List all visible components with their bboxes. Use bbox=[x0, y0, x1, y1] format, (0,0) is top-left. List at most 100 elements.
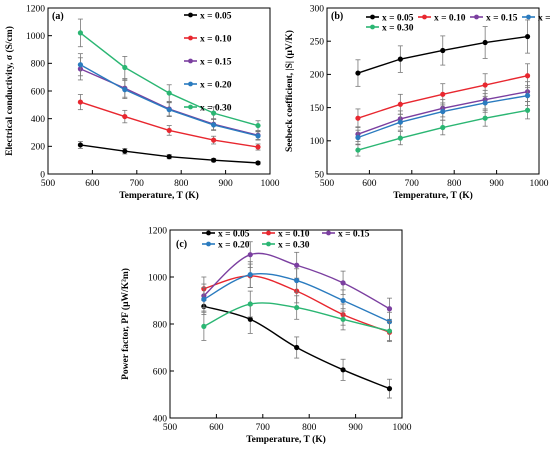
series-x015 bbox=[201, 241, 393, 320]
x-tick-label: 600 bbox=[209, 423, 224, 433]
legend-swatch-marker bbox=[266, 230, 271, 236]
data-point bbox=[166, 127, 172, 134]
legend-item: x = 0.15 bbox=[470, 13, 518, 23]
data-point bbox=[524, 107, 531, 113]
y-tick-label: 400 bbox=[153, 414, 168, 424]
panel-label: (c) bbox=[176, 239, 187, 250]
y-tick-label: 300 bbox=[310, 4, 325, 14]
y-axis-title: Electrical conductivity, σ (S/cm) bbox=[4, 26, 15, 156]
data-point bbox=[294, 262, 300, 268]
legend-item: x = 0.15 bbox=[184, 57, 232, 67]
y-tick-label: 800 bbox=[31, 60, 46, 70]
data-point bbox=[77, 142, 84, 148]
legend-swatch-marker bbox=[474, 14, 479, 20]
data-point bbox=[294, 344, 300, 351]
y-tick-label: 1200 bbox=[148, 226, 167, 236]
legend-label: x = 0.15 bbox=[338, 229, 370, 239]
data-point bbox=[397, 135, 403, 141]
data-point bbox=[122, 87, 128, 93]
data-point bbox=[201, 296, 207, 302]
legend-item: x = 0.10 bbox=[262, 229, 310, 239]
y-tick-label: 100 bbox=[310, 137, 325, 147]
legend-swatch-marker bbox=[422, 14, 427, 20]
y-axis-title: Seebeck coefficient, |S| (μV/K) bbox=[284, 30, 295, 152]
data-point bbox=[386, 328, 393, 334]
data-point bbox=[77, 62, 84, 68]
legend-item: x = 0.05 bbox=[366, 13, 414, 23]
data-point bbox=[397, 56, 403, 62]
chart-panel-b: 500 600 700 800 900 1000 50 100 150 200 250 300 Temp… bbox=[284, 4, 550, 201]
data-point bbox=[211, 137, 217, 143]
y-tick-label: 200 bbox=[31, 143, 46, 153]
legend-swatch-marker bbox=[188, 104, 193, 110]
legend-label: x = 0.30 bbox=[200, 103, 232, 113]
legend-label: x = 0.20 bbox=[538, 13, 550, 23]
chart-panel-c: 500 600 700 800 900 1000 400 600 800 1000 1200 Temp… bbox=[120, 226, 412, 445]
data-point bbox=[255, 133, 261, 139]
data-point bbox=[166, 154, 172, 160]
data-point bbox=[397, 119, 403, 125]
data-point bbox=[482, 100, 488, 106]
series-x020 bbox=[201, 261, 393, 332]
legend-label: x = 0.15 bbox=[486, 13, 518, 23]
legend-swatch-marker bbox=[188, 81, 193, 87]
legend: x = 0.05 x = 0.10 x = 0.15 x = 0.20 x = 0.30 bbox=[366, 13, 550, 33]
legend-swatch-marker bbox=[266, 241, 271, 247]
data-point bbox=[340, 280, 346, 286]
data-point bbox=[440, 124, 446, 131]
legend-label: x = 0.10 bbox=[278, 229, 310, 239]
x-tick-label: 600 bbox=[362, 179, 377, 189]
x-tick-label: 900 bbox=[348, 423, 363, 433]
data-point bbox=[211, 122, 217, 128]
data-point bbox=[524, 33, 531, 40]
y-tick-label: 1000 bbox=[148, 273, 167, 283]
legend-swatch-marker bbox=[206, 241, 211, 247]
data-point bbox=[294, 277, 300, 284]
data-point bbox=[166, 90, 172, 96]
x-tick-label: 900 bbox=[489, 179, 504, 189]
legend-item: x = 0.10 bbox=[184, 34, 232, 44]
data-point bbox=[166, 107, 172, 113]
data-point bbox=[482, 82, 488, 88]
y-tick-label: 400 bbox=[31, 115, 46, 125]
legend-item: x = 0.05 bbox=[184, 11, 232, 21]
x-tick-label: 600 bbox=[85, 179, 100, 189]
data-point bbox=[122, 64, 128, 71]
x-tick-label: 500 bbox=[320, 179, 335, 189]
plot-frame bbox=[326, 7, 540, 175]
y-tick-label: 200 bbox=[310, 71, 325, 81]
data-point bbox=[355, 115, 361, 121]
legend-label: x = 0.20 bbox=[218, 240, 250, 250]
legend-item: x = 0.10 bbox=[418, 13, 466, 23]
data-point bbox=[247, 301, 253, 307]
x-tick-label: 800 bbox=[447, 179, 462, 189]
y-tick-label: 150 bbox=[310, 104, 325, 114]
data-point bbox=[482, 115, 488, 121]
legend-label: x = 0.10 bbox=[200, 34, 232, 44]
data-point bbox=[201, 323, 207, 329]
x-tick-label: 900 bbox=[218, 179, 233, 189]
legend-swatch-marker bbox=[370, 14, 375, 20]
series-x030 bbox=[201, 290, 393, 341]
data-point bbox=[355, 147, 361, 153]
data-point bbox=[77, 99, 84, 105]
data-point bbox=[355, 134, 361, 141]
x-tick-label: 700 bbox=[405, 179, 420, 189]
panel-label: (b) bbox=[331, 11, 343, 22]
legend-label: x = 0.30 bbox=[278, 240, 310, 250]
y-tick-label: 1000 bbox=[26, 32, 45, 42]
data-point bbox=[340, 367, 346, 373]
series-x030 bbox=[77, 18, 261, 131]
legend-swatch-marker bbox=[188, 58, 193, 64]
series-x005 bbox=[355, 19, 531, 87]
data-point bbox=[440, 91, 446, 97]
data-point bbox=[440, 47, 446, 54]
legend-item: x = 0.30 bbox=[262, 240, 310, 250]
y-tick-label: 250 bbox=[310, 38, 325, 48]
data-point bbox=[397, 101, 403, 107]
x-tick-label: 1000 bbox=[530, 179, 549, 189]
legend-swatch-marker bbox=[188, 35, 193, 41]
y-tick-label: 0 bbox=[40, 170, 45, 180]
y-tick-label: 50 bbox=[315, 170, 325, 180]
